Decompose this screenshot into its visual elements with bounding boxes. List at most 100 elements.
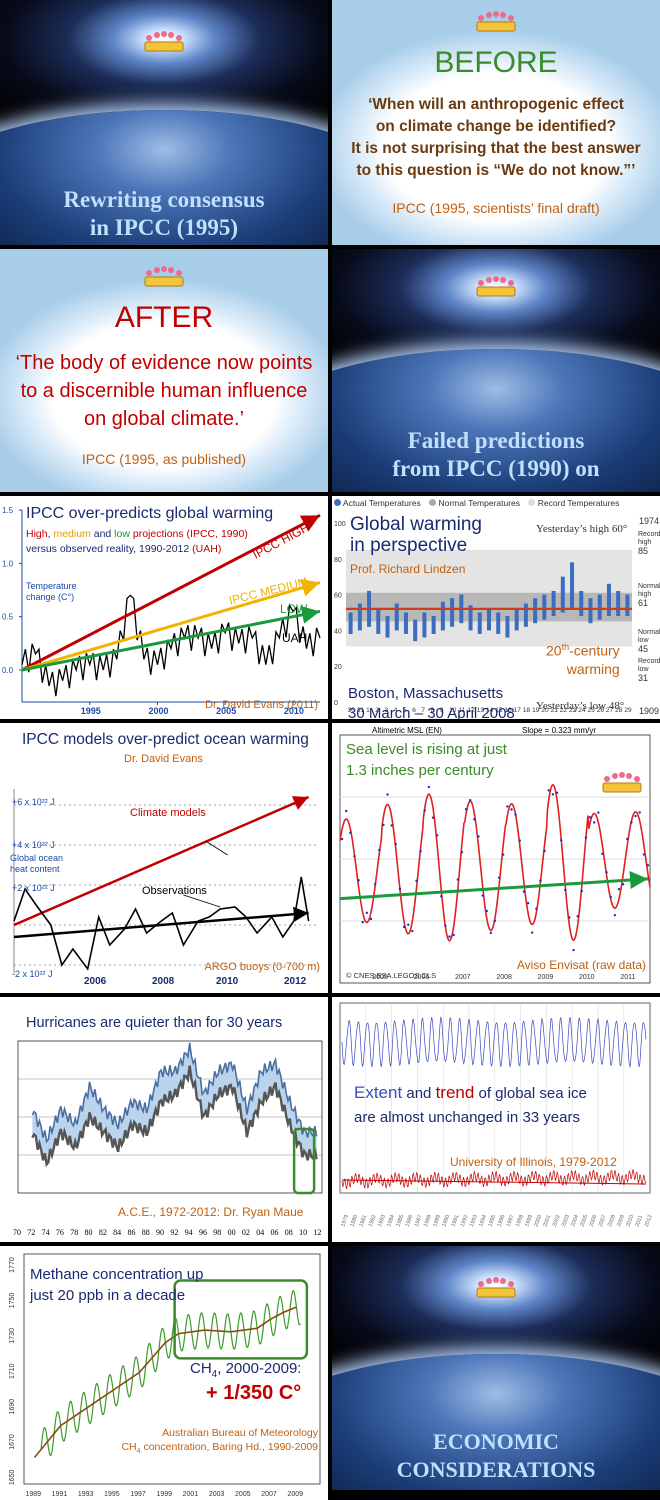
msl-data-point [444,924,447,927]
y-axis-label-2: heat content [10,864,60,874]
x-tick-label: 1995 [81,706,101,716]
x-tick-label: 1985 [395,1214,405,1228]
record-high-value: 85 [638,546,649,556]
x-tick-label: 1986 [405,1214,415,1228]
slide-after: AFTER ‘The body of evidence now points t… [0,249,328,492]
x-tick-label: 08 [285,1228,293,1237]
label-uah: UAH [282,631,308,645]
earth-horizon [0,110,328,245]
slide-rewriting-consensus: Rewriting consensus in IPCC (1995) [0,0,328,245]
actual-temp-bar [394,603,399,631]
msl-data-point [452,933,455,937]
actual-temp-bar [431,616,436,634]
msl-data-point [630,821,633,824]
x-tick-label: 5 [403,707,407,714]
x-tick-label: 3 [385,707,389,714]
x-tick-label: 27 [606,707,614,714]
x-tick-label: 2009 [616,1214,626,1228]
x-tick-label: 1987 [414,1214,424,1228]
actual-temp-bar [496,612,501,634]
actual-temp-bar [413,619,418,642]
x-tick-label: 72 [27,1228,35,1237]
msl-data-point [477,835,480,838]
chart-title-line-1: Methane concentration up [30,1266,204,1283]
x-tick-label: 80 [85,1228,93,1237]
uah-series-line [21,594,321,697]
x-tick-label: 1993 [78,1491,94,1498]
actual-temp-bar [560,576,565,613]
x-tick-label: 84 [113,1228,121,1237]
y-tick-label: 0.0 [2,666,14,675]
slide-lindzen-chart: 0 20 40 60 80 100 30 31 1 2 3 4 5 6 7 8 9 10 11 12 13 14 15 16 1… [332,496,660,719]
observations-line [13,876,310,971]
actual-temp-bar [348,612,353,634]
x-tick-label: 86 [127,1228,135,1237]
x-tick-label: 2007 [455,974,471,981]
x-tick-label: 1999 [524,1214,534,1228]
x-tick-label: 1983 [377,1214,387,1228]
msl-data-point [464,808,468,811]
quote-line-2: to a discernible human influence [20,380,308,402]
ocean-heat-chart [13,789,316,973]
y-tick-label: 60 [334,593,342,600]
slide-economic-considerations: ECONOMIC CONSIDERATIONS [332,1246,660,1490]
x-tick-label: 2003 [561,1214,571,1228]
actual-temp-bar [450,598,455,627]
actual-temp-bar [477,612,482,634]
msl-data-point [564,888,567,892]
x-tick-label: 4 [394,707,398,714]
x-tick-label: 2008 [496,974,512,981]
x-tick-label: 96 [199,1228,207,1237]
x-tick-label: 2009 [538,974,554,981]
slide-title-line-2: from IPCC (1990) on [392,456,600,481]
y-tick-label: 1650 [9,1469,16,1485]
y-tick-label: 0 [334,700,338,707]
x-tick-label: 88 [142,1228,150,1237]
label-climate-models: Climate models [130,807,206,819]
msl-data-point [584,836,588,839]
observations-pointer [183,894,221,908]
x-tick-label: 31 [357,707,365,714]
actual-temp-bar [403,612,408,634]
msl-data-point [617,887,621,891]
chart-title-line-1: Sea level is rising at just [346,741,507,758]
msl-data-point [431,816,435,819]
crown-icon [144,31,184,52]
msl-data-point [601,852,604,856]
normal-low-label: Normal low [638,629,660,644]
x-tick-label: 1999 [156,1491,172,1498]
y-tick-label: 20 [334,664,342,671]
actual-temp-bar [588,598,593,624]
slide-title-line-1: ECONOMIC [433,1429,559,1454]
x-tick-label: 78 [70,1228,78,1237]
x-tick-label: 1982 [368,1214,378,1228]
trend-series-line [341,1169,647,1189]
x-tick-label: 94 [185,1228,193,1237]
x-tick-label: 1998 [515,1214,525,1228]
chart-credit: Prof. Richard Lindzen [350,562,466,576]
earth-horizon [332,1354,660,1490]
ace-chart: 70 72 74 76 78 80 82 84 86 88 90 92 94 96 98 00 02 04 06 08… [13,1040,323,1237]
x-tick-label: 1 [366,707,370,714]
x-tick-label: 1979 [340,1214,350,1228]
chart-title-line-2: are almost unchanged in 33 years [354,1109,580,1126]
crown-icon [476,11,516,32]
x-tick-label: 10 [299,1228,307,1237]
quote-line-3: It is not surprising that the best answe… [351,140,641,157]
chart-title-line-2: just 20 ppb in a decade [30,1287,186,1304]
y-tick-label: 1770 [9,1257,16,1273]
quote-source: IPCC (1995, scientists’ final draft) [392,200,600,216]
msl-data-point [638,811,641,814]
subtitle-uah: (UAH) [192,543,222,555]
yesterday-high: Yesterday’s high 60° [536,523,628,535]
label-observations: Observations [142,885,207,897]
x-tick-label: 30 [348,707,356,714]
ace-upper-line [31,1042,318,1144]
title-trend: trend [435,1083,475,1102]
y-tick-1: +6 x 10²² J [12,797,55,807]
x-tick-label: 2011 [620,974,635,981]
chart-title-line-2: in perspective [350,535,468,556]
y-tick-3: +2 x 10²² J [12,883,55,893]
x-tick-label: 1991 [52,1491,68,1498]
subtitle-medium: medium [53,528,91,540]
